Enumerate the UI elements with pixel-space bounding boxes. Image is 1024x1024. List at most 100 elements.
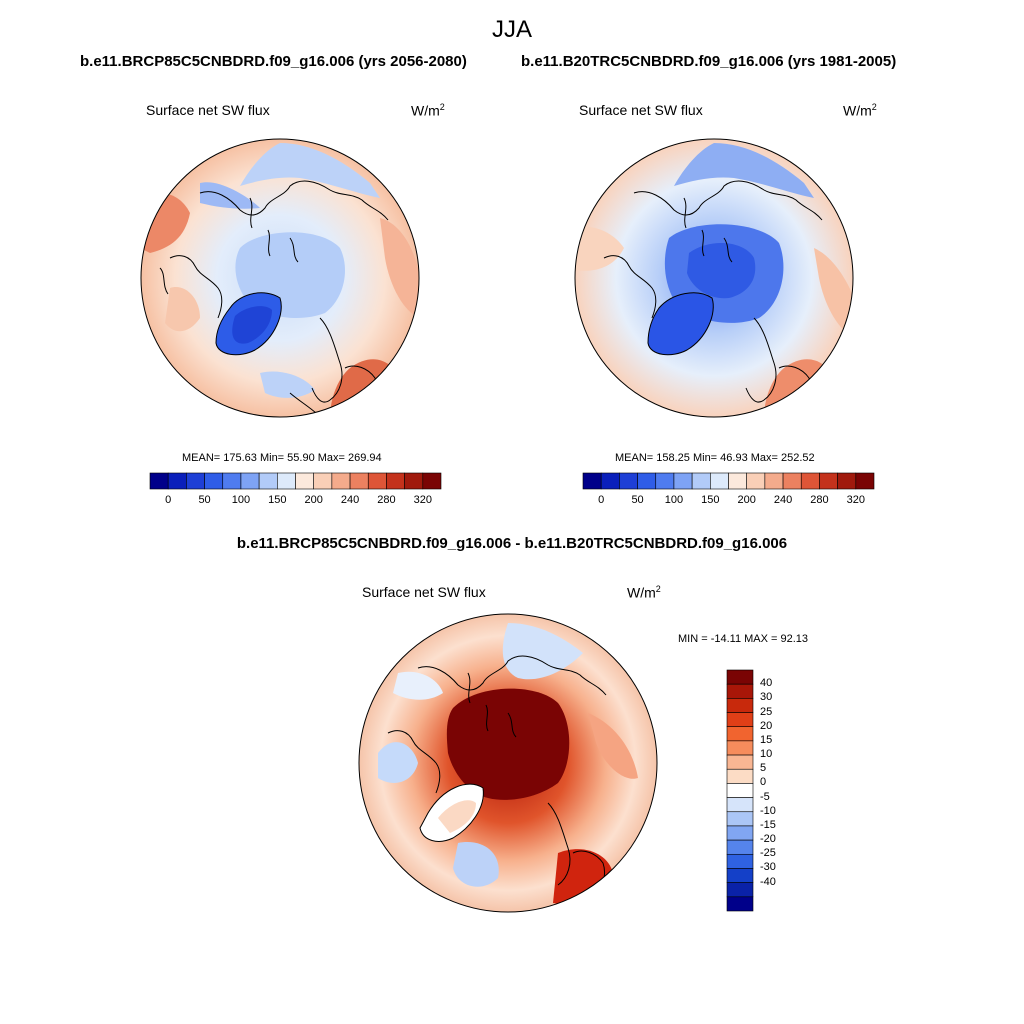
diff-stats: MIN = -14.11 MAX = 92.13 — [678, 633, 809, 645]
colorbar-swatch — [726, 853, 754, 869]
panel-2-stats: MEAN= 158.25 Min= 46.93 Max= 252.52 — [615, 452, 815, 464]
colorbar-tick-label: 0 — [165, 494, 172, 506]
colorbar-tick-label: 240 — [340, 494, 360, 506]
panel-1-polar-map — [140, 138, 420, 418]
colorbar-tick-label: 240 — [773, 494, 793, 506]
main-title: JJA — [491, 16, 532, 43]
colorbar-swatch — [764, 472, 784, 490]
colorbar-tick-label: 320 — [846, 494, 865, 506]
colorbar-tick-label: 30 — [760, 691, 773, 704]
colorbar-tick-label: 0 — [598, 494, 605, 506]
colorbar-swatch — [726, 669, 754, 685]
colorbar-swatch — [726, 740, 754, 756]
panel-1-variable: Surface net SW flux — [146, 102, 270, 118]
colorbar-swatch — [726, 726, 754, 742]
colorbar-swatch — [367, 472, 387, 490]
colorbar-tick-label: 280 — [810, 494, 829, 506]
colorbar-tick-label: 50 — [631, 494, 644, 506]
colorbar-tick-label: -5 — [760, 790, 770, 803]
colorbar-swatch — [349, 472, 369, 490]
colorbar-swatch — [726, 797, 754, 813]
colorbar-swatch — [726, 783, 754, 798]
colorbar-swatch — [655, 472, 675, 490]
diff-units: W/m2 — [627, 584, 661, 601]
colorbar-tick-label: -20 — [760, 833, 776, 846]
colorbar-swatch — [710, 472, 729, 490]
colorbar-swatch — [222, 472, 242, 490]
colorbar-tick-label: -10 — [760, 804, 776, 817]
diff-header: b.e11.BRCP85C5CNBDRD.f09_g16.006 - b.e11… — [236, 535, 788, 552]
colorbar-swatch — [277, 472, 296, 490]
colorbar-swatch — [726, 882, 754, 898]
panel-1-colorbar — [149, 472, 442, 490]
colorbar-swatch — [837, 472, 857, 490]
panel-1-header: b.e11.BRCP85C5CNBDRD.f09_g16.006 (yrs 20… — [80, 53, 467, 70]
colorbar-swatch — [422, 472, 442, 490]
colorbar-tick-label: 50 — [198, 494, 211, 506]
colorbar-swatch — [726, 825, 754, 841]
colorbar-tick-label: 40 — [760, 677, 773, 690]
colorbar-tick-label: 100 — [231, 494, 251, 506]
colorbar-swatch — [726, 868, 754, 883]
colorbar-tick-label: 10 — [760, 748, 773, 761]
colorbar-tick-label: 320 — [413, 494, 432, 506]
panel-1-stats: MEAN= 175.63 Min= 55.90 Max= 269.94 — [182, 452, 382, 464]
colorbar-tick-label: 0 — [760, 776, 767, 789]
colorbar-swatch — [673, 472, 693, 490]
colorbar-tick-label: -40 — [760, 875, 776, 888]
colorbar-swatch — [855, 472, 875, 490]
colorbar-swatch — [691, 472, 711, 490]
colorbar-swatch — [726, 698, 754, 713]
colorbar-swatch — [386, 472, 405, 490]
colorbar-swatch — [331, 472, 351, 490]
colorbar-tick-label: 100 — [664, 494, 684, 506]
colorbar-swatch — [204, 472, 224, 490]
panel-1-colorbar-labels: 0 50 100 150 200 240 280 320 — [150, 494, 441, 510]
colorbar-swatch — [726, 683, 754, 699]
colorbar-tick-label: 15 — [760, 733, 773, 746]
diff-colorbar — [726, 669, 754, 912]
colorbar-swatch — [726, 712, 754, 728]
colorbar-tick-label: 20 — [760, 719, 773, 732]
colorbar-swatch — [240, 472, 260, 490]
colorbar-tick-label: 150 — [268, 494, 287, 506]
colorbar-tick-label: -25 — [760, 847, 776, 860]
colorbar-tick-label: 5 — [760, 762, 767, 775]
panel-2-units: W/m2 — [843, 102, 877, 119]
colorbar-swatch — [404, 472, 424, 490]
diff-colorbar-labels: 40 30 25 20 15 10 5 0 -5 -10 -15 -20 -25 -30 -40 — [760, 670, 810, 911]
colorbar-swatch — [313, 472, 333, 490]
panel-2-header: b.e11.B20TRC5CNBDRD.f09_g16.006 (yrs 198… — [521, 53, 897, 70]
colorbar-tick-label: -30 — [760, 861, 776, 874]
colorbar-tick-label: 150 — [701, 494, 720, 506]
colorbar-swatch — [619, 472, 638, 490]
colorbar-tick-label: 280 — [377, 494, 396, 506]
colorbar-swatch — [600, 472, 620, 490]
colorbar-swatch — [726, 896, 754, 912]
colorbar-tick-label: 25 — [760, 705, 773, 718]
colorbar-swatch — [800, 472, 820, 490]
colorbar-swatch — [819, 472, 838, 490]
colorbar-swatch — [726, 768, 754, 784]
panel-2-variable: Surface net SW flux — [579, 102, 703, 118]
diff-polar-map — [358, 613, 658, 913]
arctic-ocean-max-region — [446, 688, 570, 800]
panel-2-colorbar — [582, 472, 875, 490]
colorbar-swatch — [149, 472, 169, 490]
colorbar-swatch — [186, 472, 205, 490]
colorbar-swatch — [728, 472, 747, 490]
colorbar-swatch — [637, 472, 657, 490]
colorbar-swatch — [167, 472, 187, 490]
colorbar-swatch — [726, 754, 754, 770]
colorbar-swatch — [782, 472, 802, 490]
colorbar-tick-label: -15 — [760, 818, 776, 831]
colorbar-swatch — [582, 472, 602, 490]
panel-2-colorbar-labels: 0 50 100 150 200 240 280 320 — [583, 494, 874, 510]
colorbar-swatch — [726, 839, 754, 855]
colorbar-tick-label: 200 — [737, 494, 756, 506]
diff-variable: Surface net SW flux — [362, 584, 486, 600]
colorbar-swatch — [295, 472, 314, 490]
greenland-region — [648, 292, 714, 355]
colorbar-swatch — [746, 472, 766, 490]
colorbar-tick-label: 200 — [304, 494, 323, 506]
